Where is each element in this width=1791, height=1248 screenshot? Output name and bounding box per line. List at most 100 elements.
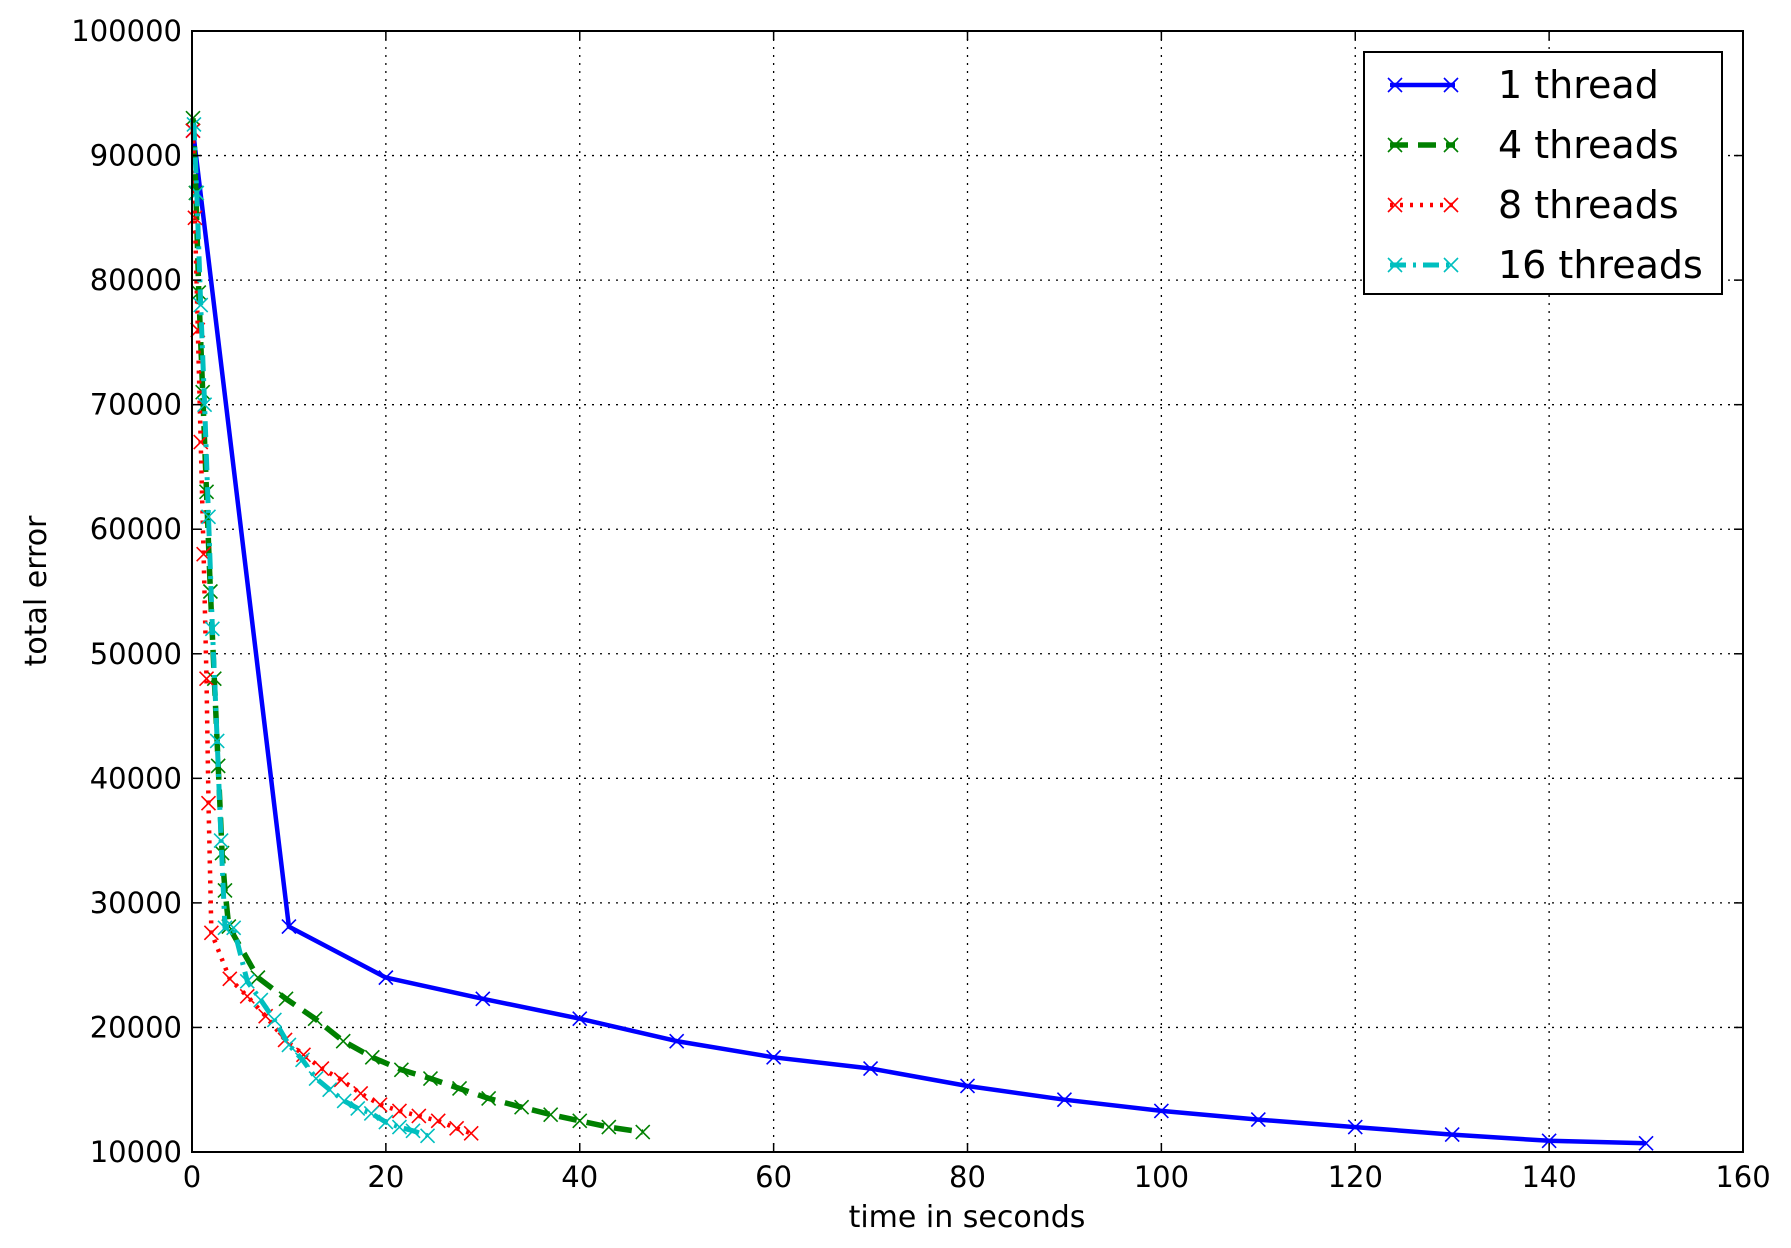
data-point-marker [206,671,222,687]
data-point-marker [335,1033,351,1049]
x-tick-label: 100 [1134,1160,1189,1194]
legend-label: 16 threads [1498,243,1703,287]
data-point-marker [186,116,202,132]
data-point-marker [226,920,242,936]
data-point-marker [766,1049,782,1065]
data-point-marker [204,621,220,637]
y-tick-label: 100000 [71,14,182,48]
data-point-marker [1444,1126,1460,1143]
data-point-marker [200,509,217,525]
data-point-marker [419,1128,436,1144]
data-point-marker [353,1085,369,1102]
data-point-marker [193,297,209,313]
data-point-marker [481,1090,497,1107]
data-point-marker [378,1114,394,1130]
data-point-marker [1347,1119,1363,1135]
legend-marker [1387,257,1403,273]
legend-marker [1387,197,1403,213]
data-point-marker [463,1125,479,1141]
x-axis-label: time in seconds [849,1200,1086,1235]
data-point-marker [449,1120,465,1136]
legend-marker [1443,257,1459,273]
data-point-marker [391,1103,408,1119]
data-point-marker [572,1113,588,1129]
data-point-marker [295,1047,312,1063]
data-point-marker [200,795,217,811]
y-tick-label: 10000 [90,1135,182,1169]
legend-marker [1387,137,1403,153]
y-axis-label: total error [19,515,54,666]
data-point-marker [281,918,297,935]
data-point-marker [1153,1103,1169,1119]
data-point-marker [213,833,229,849]
legend-box [1363,51,1723,295]
y-tick-label: 40000 [90,761,182,795]
data-point-marker [333,1072,349,1088]
y-tick-label: 70000 [90,388,182,422]
data-point-marker [322,1082,338,1098]
series-1 [185,123,1654,1151]
legend-marker [1443,137,1459,153]
data-point-marker [601,1119,617,1135]
data-point-marker [543,1107,559,1123]
data-point-marker [364,1049,380,1065]
x-tick-label: 140 [1521,1160,1576,1194]
data-point-marker [378,970,394,986]
data-point-marker [314,1060,330,1077]
data-point-marker [209,733,225,749]
data-point-marker [197,397,213,413]
legend-marker [1387,77,1403,93]
data-point-marker [1056,1092,1073,1108]
data-point-marker [430,1113,446,1129]
data-point-marker [239,988,255,1004]
data-point-marker [862,1060,879,1077]
y-tick-label: 20000 [90,1010,182,1044]
data-point-marker [278,991,294,1007]
x-tick-label: 80 [949,1160,986,1194]
data-point-marker [203,925,219,941]
data-point-marker [187,210,203,226]
data-point-marker [281,1037,297,1053]
data-point-marker [308,1070,324,1087]
series-line [190,130,1647,1146]
legend-label: 8 threads [1498,183,1679,227]
legend-label: 1 thread [1498,63,1659,107]
legend-marker [1443,77,1459,93]
data-point-marker [635,1124,651,1140]
data-point-marker [250,970,266,986]
data-point-marker [514,1099,530,1115]
data-point-marker [422,1070,439,1087]
data-point-marker [572,1011,588,1027]
y-ticks: 10000 20000 30000 40000 50000 60000 70000 80000… [71,14,1743,1169]
data-point-marker [239,973,255,989]
data-point-marker [294,1052,311,1068]
y-tick-label: 90000 [90,139,182,173]
data-point-marker [1638,1135,1654,1151]
data-point-marker [266,1012,282,1028]
data-point-marker [222,971,238,987]
data-point-marker [350,1100,366,1116]
data-point-marker [411,1108,427,1124]
data-point-marker [1541,1133,1557,1149]
data-point-marker [307,1011,323,1027]
legend-marker [1443,197,1459,213]
x-tick-label: 20 [367,1160,404,1194]
series-line [191,124,429,1139]
x-tick-label: 160 [1715,1160,1770,1194]
data-point-marker [336,1093,352,1109]
data-point-marker [475,991,491,1007]
data-point-marker [198,671,215,687]
legend: 1 thread 4 threads 8 threads 16 threads [1363,51,1723,295]
y-tick-label: 50000 [90,637,182,671]
data-point-marker [363,1105,379,1121]
data-point-marker [405,1123,421,1139]
data-point-marker [253,992,269,1008]
legend-label: 4 threads [1498,123,1679,167]
x-tick-label: 60 [755,1160,792,1194]
data-point-marker [1250,1112,1266,1128]
x-tick-label: 40 [561,1160,598,1194]
x-tick-label: 0 [183,1160,201,1194]
data-point-marker [393,1062,409,1078]
x-ticks: 0 20 40 60 80 100 120 140 160 [183,31,1771,1194]
y-tick-label: 30000 [90,886,182,920]
